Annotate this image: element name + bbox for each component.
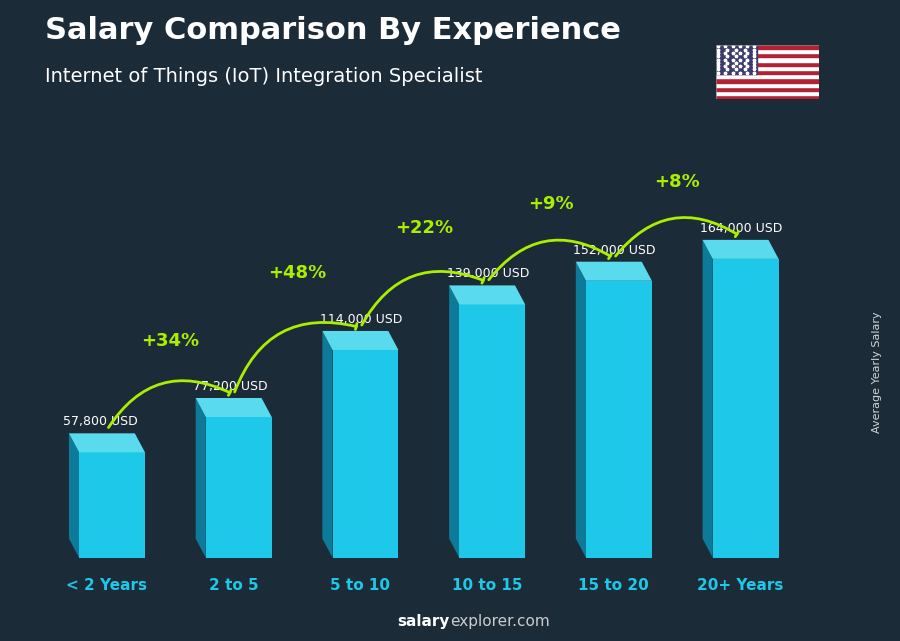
Text: +22%: +22% <box>395 219 453 237</box>
Text: +9%: +9% <box>527 196 573 213</box>
Bar <box>206 417 272 558</box>
Bar <box>716 49 819 53</box>
Text: 139,000 USD: 139,000 USD <box>446 267 529 280</box>
Text: Internet of Things (IoT) Integration Specialist: Internet of Things (IoT) Integration Spe… <box>45 67 482 87</box>
Bar <box>459 304 525 558</box>
Bar <box>716 78 819 83</box>
Bar <box>586 281 652 558</box>
Text: 164,000 USD: 164,000 USD <box>700 222 782 235</box>
Bar <box>716 95 819 99</box>
Text: 15 to 20: 15 to 20 <box>579 578 649 594</box>
Polygon shape <box>195 398 206 558</box>
Bar <box>716 91 819 95</box>
Text: 77,200 USD: 77,200 USD <box>194 380 268 393</box>
Text: 152,000 USD: 152,000 USD <box>573 244 656 256</box>
Text: Average Yearly Salary: Average Yearly Salary <box>872 311 883 433</box>
Polygon shape <box>195 398 272 417</box>
Text: 20+ Years: 20+ Years <box>698 578 784 594</box>
Bar <box>716 53 819 58</box>
Text: < 2 Years: < 2 Years <box>67 578 148 594</box>
Bar <box>716 83 819 87</box>
Text: salary: salary <box>398 615 450 629</box>
Text: 2 to 5: 2 to 5 <box>209 578 258 594</box>
Text: 57,800 USD: 57,800 USD <box>63 415 138 428</box>
Bar <box>332 350 399 558</box>
Polygon shape <box>69 433 79 558</box>
Polygon shape <box>322 331 332 558</box>
Text: Salary Comparison By Experience: Salary Comparison By Experience <box>45 16 621 45</box>
Bar <box>716 66 819 70</box>
Polygon shape <box>576 262 586 558</box>
Text: +34%: +34% <box>141 331 200 349</box>
Polygon shape <box>449 285 525 304</box>
Polygon shape <box>703 240 778 259</box>
Text: 5 to 10: 5 to 10 <box>330 578 391 594</box>
Bar <box>716 45 819 49</box>
Polygon shape <box>576 262 652 281</box>
Text: 10 to 15: 10 to 15 <box>452 578 522 594</box>
Bar <box>716 74 819 78</box>
Polygon shape <box>449 285 459 558</box>
Bar <box>716 87 819 91</box>
Bar <box>716 62 819 66</box>
Polygon shape <box>703 240 713 558</box>
Bar <box>716 45 757 74</box>
Text: explorer.com: explorer.com <box>450 615 550 629</box>
Bar <box>716 58 819 62</box>
Bar <box>716 70 819 74</box>
Text: 114,000 USD: 114,000 USD <box>320 313 402 326</box>
Polygon shape <box>69 433 145 453</box>
Text: +48%: +48% <box>268 265 326 283</box>
Polygon shape <box>322 331 399 350</box>
Bar <box>713 259 778 558</box>
Text: +8%: +8% <box>654 174 700 192</box>
Bar <box>79 453 145 558</box>
